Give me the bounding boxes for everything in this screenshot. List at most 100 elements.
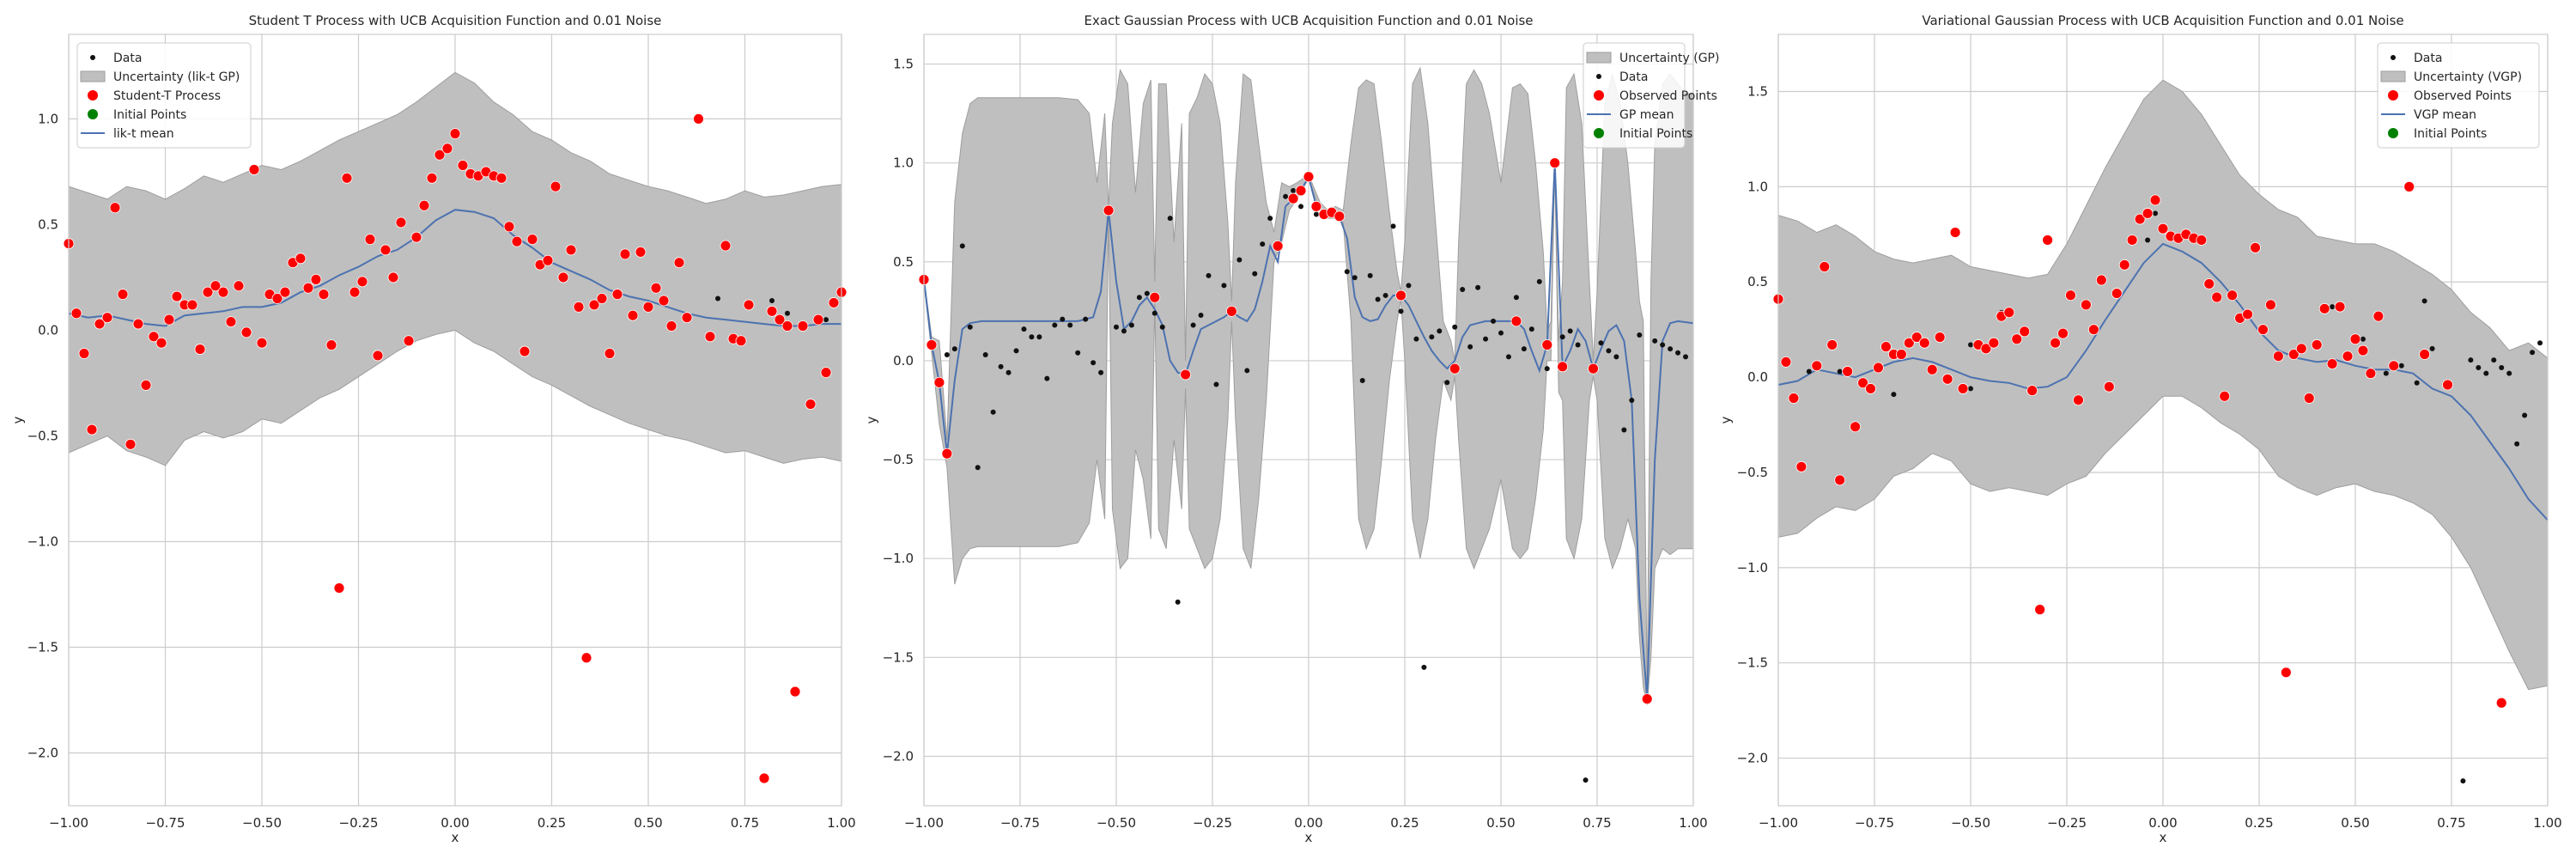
y-tick-label: −1.0	[1737, 560, 1768, 576]
data-point	[2530, 350, 2536, 356]
observed-point	[1303, 171, 1315, 183]
observed-point	[101, 312, 113, 324]
data-point	[951, 346, 957, 352]
observed-point	[125, 438, 137, 450]
observed-point	[1811, 360, 1823, 372]
observed-point	[1449, 362, 1461, 375]
legend-observed-marker	[2388, 90, 2398, 101]
data-point	[1144, 290, 1150, 296]
data-point	[1091, 360, 1097, 366]
observed-point	[1980, 343, 1992, 355]
y-tick-label: −1.5	[27, 639, 58, 655]
data-point	[1029, 334, 1035, 340]
observed-point	[457, 160, 469, 171]
observed-point	[2287, 349, 2300, 360]
variational-gaussian-process-chart: −1.00 −0.75 −0.50 −0.25 0.00 0.25 0.50 0.75 1.00…	[1718, 13, 2562, 845]
data-point	[1536, 278, 1542, 284]
data-point	[1583, 777, 1589, 783]
observed-point	[611, 289, 623, 301]
x-tick-label: −0.50	[242, 815, 282, 831]
observed-point	[805, 399, 817, 410]
data-point	[2514, 441, 2520, 447]
observed-point	[2026, 385, 2038, 397]
observed-point	[2272, 350, 2284, 362]
data-point	[1528, 326, 1534, 332]
data-point	[1359, 377, 1365, 383]
data-point	[967, 324, 973, 330]
observed-point	[1842, 366, 1854, 377]
x-axis-label: x	[2160, 830, 2167, 845]
observed-point	[1926, 363, 1938, 375]
observed-point	[372, 350, 384, 362]
observed-point	[1549, 157, 1561, 169]
observed-point	[580, 652, 592, 664]
observed-point	[380, 244, 392, 256]
x-tick-label: 1.00	[1679, 815, 1707, 831]
mean-line	[68, 209, 841, 327]
y-tick-label: 1.5	[893, 57, 914, 72]
x-tick-label: 0.75	[1583, 815, 1611, 831]
data-point	[1375, 296, 1381, 302]
y-tick-label: −2.0	[27, 745, 58, 760]
observed-point	[318, 289, 330, 301]
observed-point	[681, 312, 693, 324]
observed-point	[820, 367, 832, 379]
x-tick-label: 0.25	[1390, 815, 1419, 831]
observed-point	[70, 308, 82, 320]
y-tick-label: −0.5	[1737, 465, 1768, 480]
observed-point	[2303, 393, 2315, 404]
observed-point	[1395, 289, 1406, 302]
legend-label: Data	[113, 52, 142, 65]
x-tick-label: 0.00	[1294, 815, 1322, 831]
observed-point	[2203, 278, 2215, 289]
observed-point	[1857, 377, 1868, 389]
observed-point	[1880, 341, 1892, 353]
data-point	[959, 243, 965, 249]
x-tick-label: −0.50	[1951, 815, 1990, 831]
observed-point	[364, 234, 376, 246]
observed-point	[2142, 208, 2154, 219]
legend-data-marker	[1596, 74, 1601, 79]
legend-initial-marker	[88, 109, 98, 119]
observed-point	[1988, 337, 2000, 349]
data-point	[1567, 328, 1573, 334]
data-point	[1598, 340, 1604, 346]
legend-label: Uncertainty (GP)	[1619, 52, 1719, 65]
observed-point	[233, 280, 245, 292]
observed-point	[132, 318, 144, 330]
observed-point	[140, 380, 152, 391]
observed-point	[720, 240, 732, 252]
observed-point	[704, 331, 716, 343]
observed-point	[503, 221, 515, 233]
observed-point	[2118, 259, 2130, 271]
observed-point	[941, 448, 953, 460]
x-tick-label: 0.75	[2437, 815, 2465, 831]
legend-label: Initial Points	[113, 108, 186, 122]
data-point	[1390, 223, 1396, 229]
x-tick-label: −0.25	[2047, 815, 2087, 831]
observed-point	[2219, 390, 2231, 402]
observed-point	[1103, 204, 1115, 216]
legend-data-marker	[2391, 55, 2396, 60]
legend-box	[76, 42, 252, 149]
data-point	[1621, 427, 1627, 433]
observed-point	[349, 286, 361, 298]
legend-observed-marker	[1594, 90, 1604, 101]
legend-label: Observed Points	[2414, 89, 2512, 103]
observed-point	[1310, 200, 1322, 212]
data-point	[1151, 310, 1157, 316]
observed-point	[1272, 240, 1284, 252]
data-point	[2483, 370, 2489, 376]
legend-label: Initial Points	[2414, 127, 2487, 141]
y-axis-label: y	[864, 416, 879, 423]
observed-point	[1826, 339, 1838, 350]
data-point	[1437, 328, 1443, 334]
data-point	[998, 363, 1004, 369]
legend: Uncertainty (GP) Data Observed Points GP me…	[1583, 42, 1719, 149]
observed-point	[926, 339, 938, 350]
data-point	[1075, 350, 1081, 356]
observed-point	[743, 299, 755, 311]
y-tick-label: 0.0	[1747, 369, 1768, 385]
data-point	[1344, 269, 1350, 275]
observed-point	[117, 289, 129, 301]
